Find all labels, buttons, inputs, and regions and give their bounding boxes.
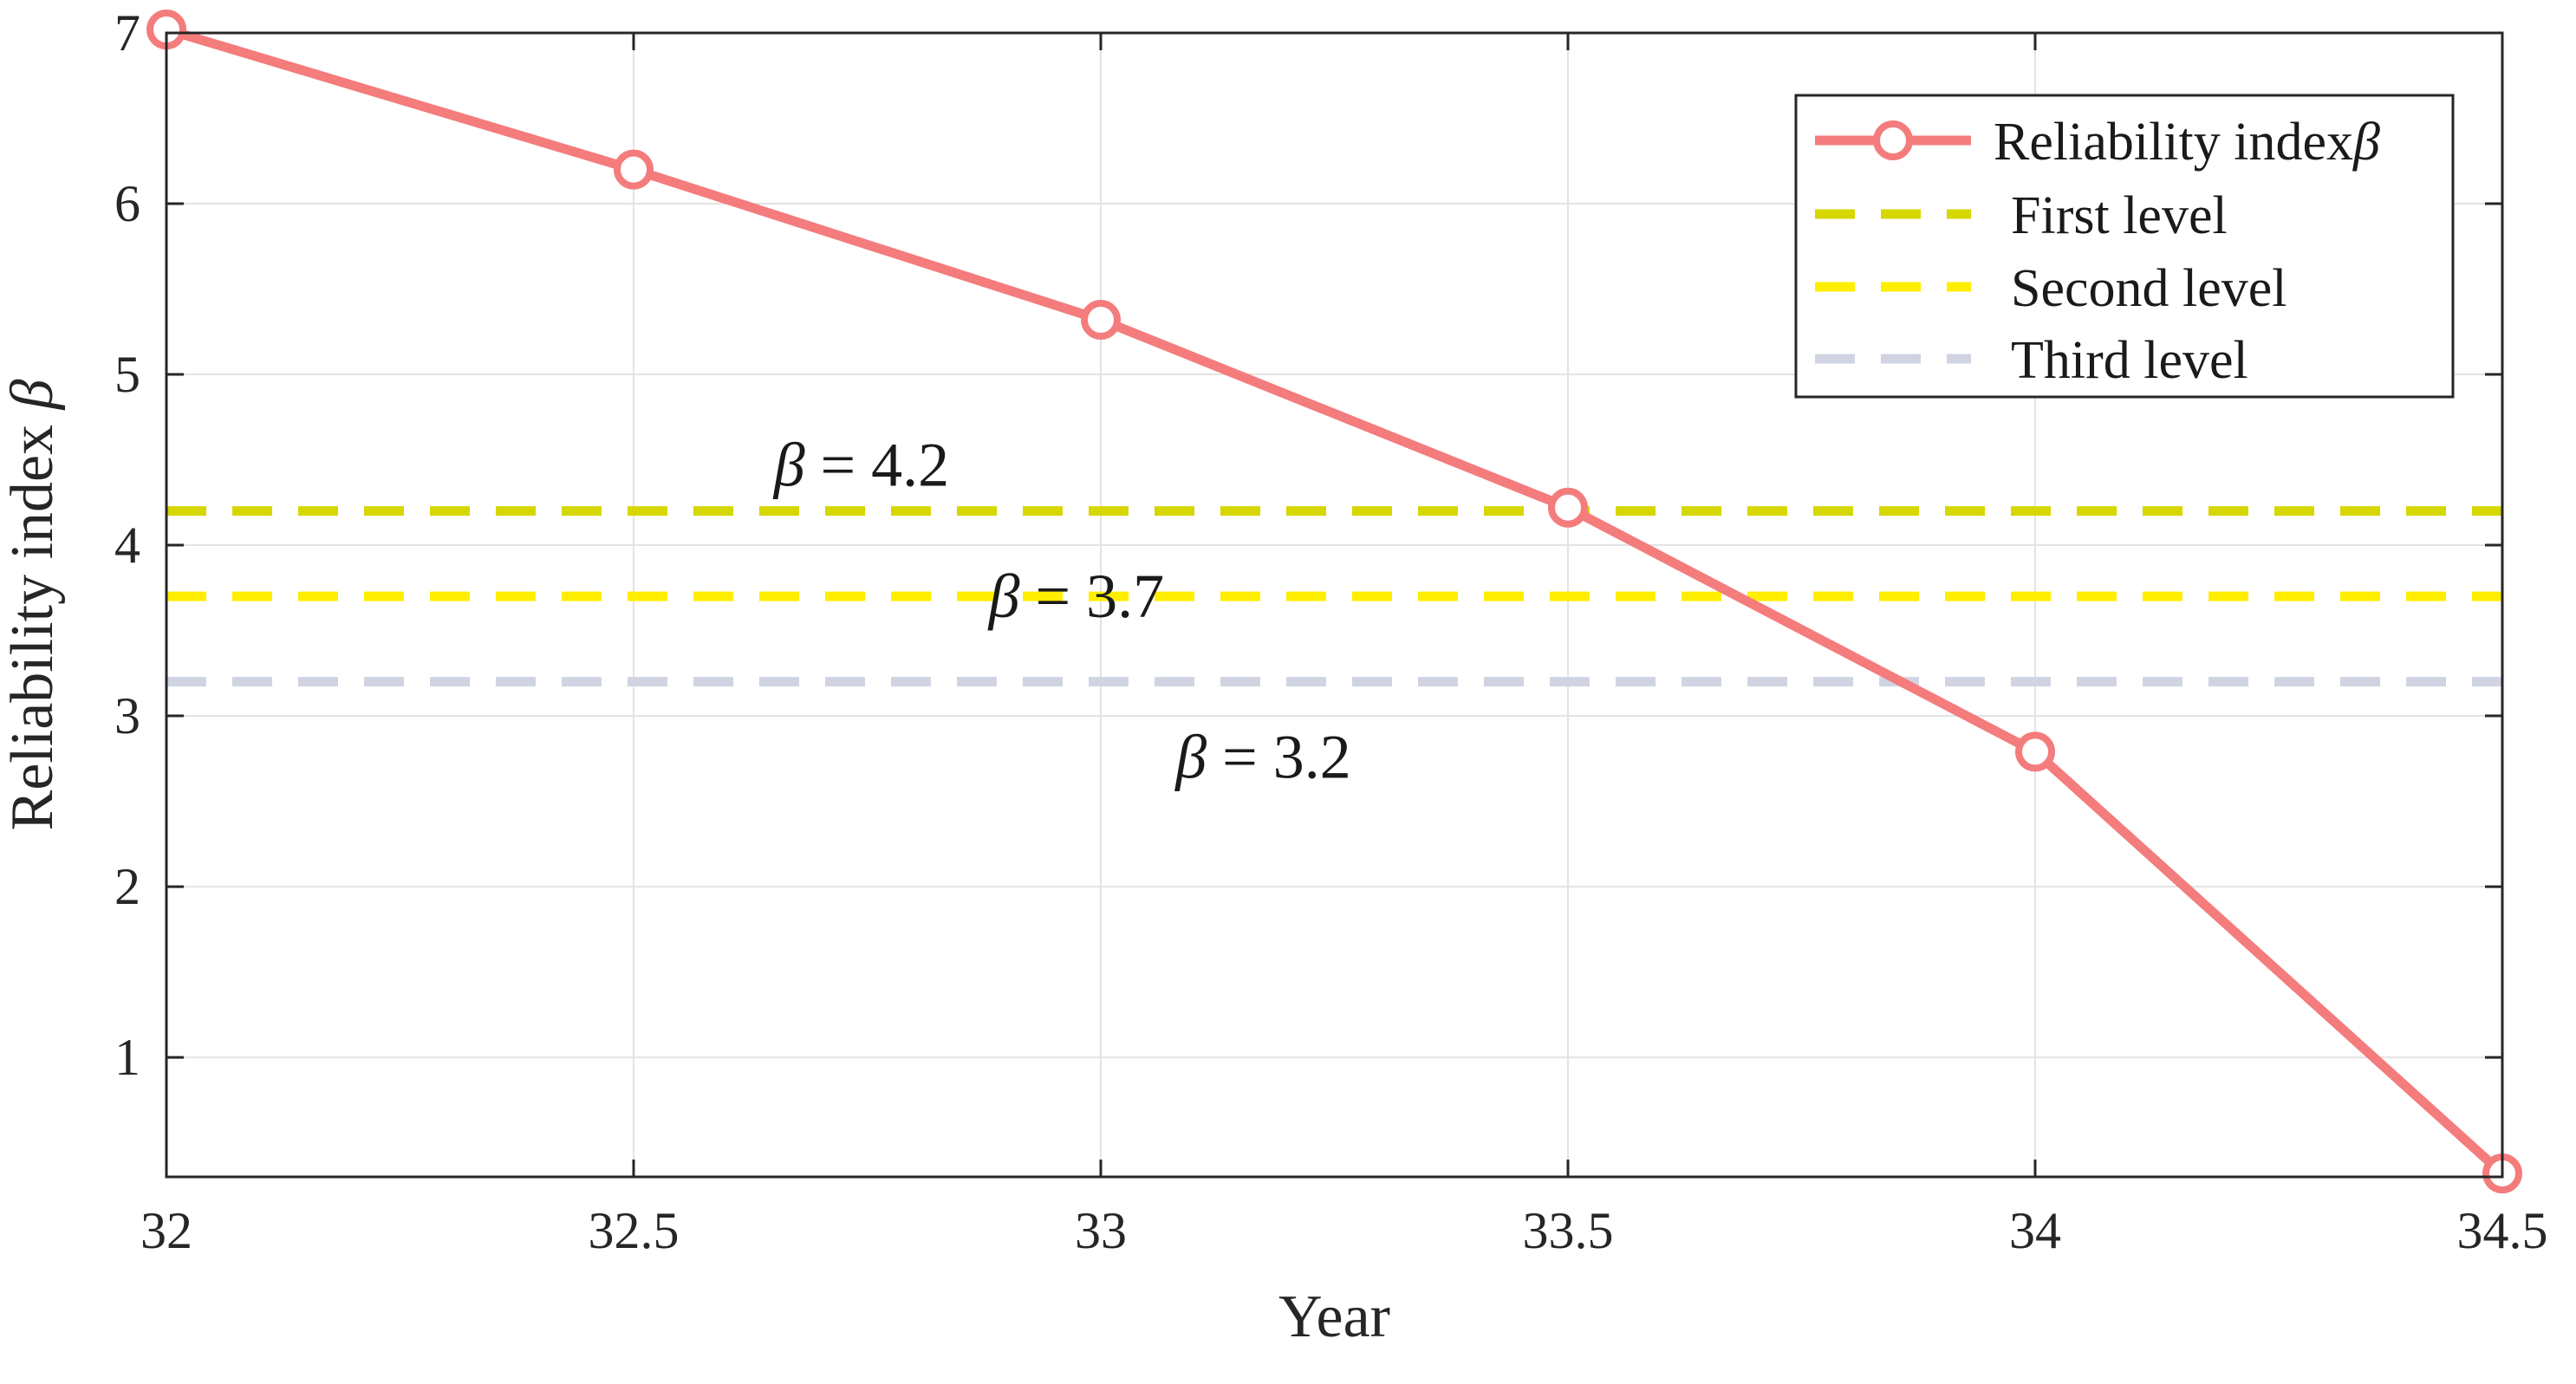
legend-label-symbol: β [2352, 113, 2380, 172]
beta-annotation: β = 3.7 [987, 562, 1164, 631]
beta-annotation-symbol: β [987, 562, 1020, 631]
x-tick-label: 34 [2009, 1202, 2061, 1259]
beta-annotation-symbol: β [772, 430, 805, 499]
data-point [1548, 487, 1588, 528]
y-tick-label: 1 [114, 1029, 140, 1086]
reference-lines [166, 506, 2502, 687]
series-line [165, 24, 2506, 1178]
x-tick-label: 33.5 [1523, 1202, 1614, 1259]
x-tick-label: 32 [140, 1202, 192, 1259]
y-tick-label: 5 [114, 346, 140, 403]
legend-label-reliability-index: Reliability indexβ [1994, 113, 2380, 172]
beta-annotation-symbol: β [1174, 722, 1207, 791]
beta-annotation: β = 3.2 [1174, 722, 1350, 791]
x-axis-title: Year [1278, 1283, 1390, 1350]
x-tick-label: 34.5 [2457, 1202, 2548, 1259]
beta-annotation-value: = 3.7 [1019, 562, 1164, 631]
data-point [1081, 299, 1121, 340]
data-point [2015, 731, 2055, 772]
series-layer [146, 10, 2522, 1194]
data-point [614, 149, 654, 190]
y-tick-label: 2 [114, 858, 140, 915]
y-tick-label: 7 [114, 4, 140, 62]
legend-label: Second level [2011, 259, 2287, 318]
beta-annotation: β = 4.2 [772, 430, 949, 499]
axes-box [165, 31, 2504, 1179]
beta-annotation-value: = 3.2 [1207, 722, 1351, 791]
y-tick-label: 3 [114, 687, 140, 744]
legend-label: First level [2011, 186, 2228, 245]
legend-label-text: Reliability index [1994, 113, 2353, 172]
legend-marker [1873, 120, 1913, 160]
legend-label: Third level [2011, 331, 2248, 390]
annotations: β = 4.2β = 3.7β = 3.2 [772, 430, 1351, 791]
x-tick-label: 33 [1075, 1202, 1127, 1259]
beta-annotation-value: = 4.2 [805, 430, 950, 499]
y-axis-title-symbol: β [0, 379, 66, 411]
x-tick-label: 32.5 [589, 1202, 680, 1259]
y-tick-label: 4 [114, 517, 140, 574]
y-axis-title: Reliability index β [0, 379, 66, 830]
y-tick-label: 6 [114, 175, 140, 232]
legend: Reliability indexβ First level Second leve… [1794, 94, 2455, 399]
y-axis-title-text: Reliability index [0, 409, 66, 830]
